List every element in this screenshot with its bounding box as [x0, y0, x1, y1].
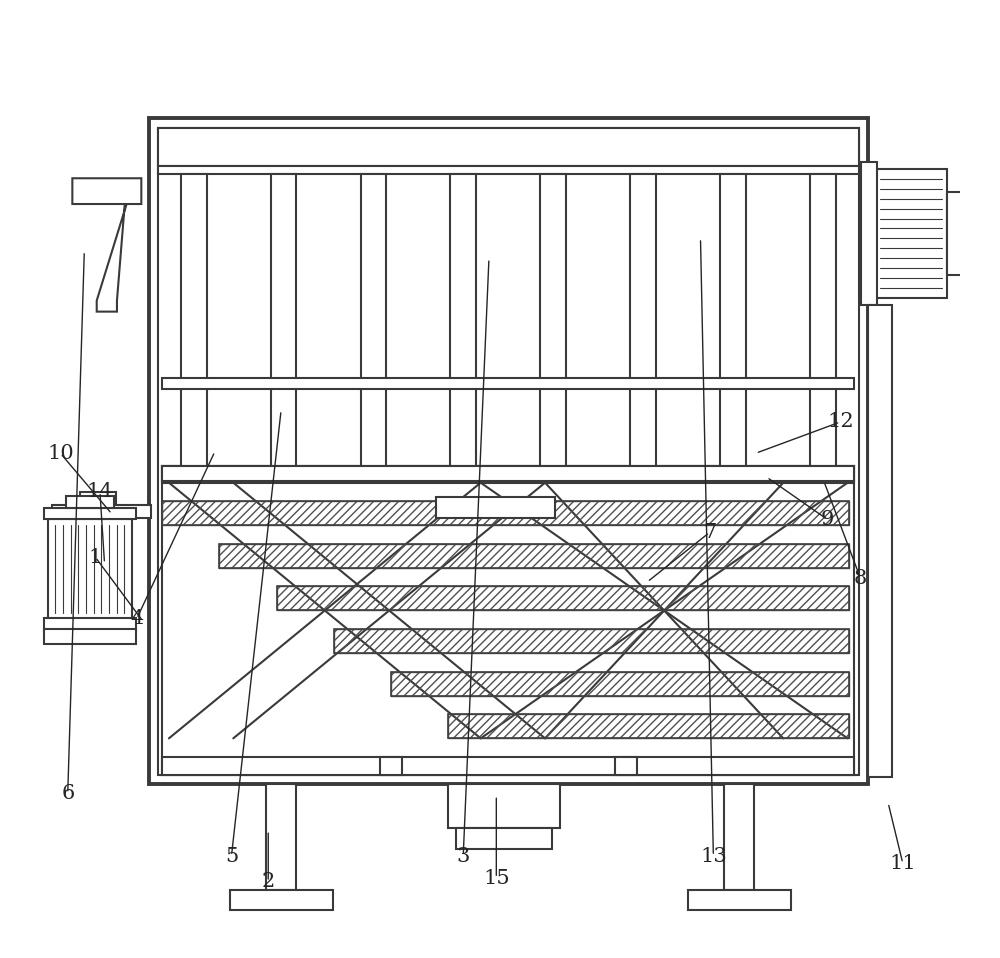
Text: 6: 6 — [61, 784, 74, 803]
Bar — [868, 306, 892, 777]
Bar — [875, 169, 947, 298]
Bar — [219, 544, 849, 568]
Text: 9: 9 — [821, 510, 834, 529]
Bar — [334, 629, 849, 653]
Text: 14: 14 — [87, 483, 113, 501]
Bar — [456, 829, 552, 849]
Bar — [44, 508, 136, 519]
Text: 12: 12 — [827, 413, 854, 431]
Bar — [52, 505, 151, 517]
Bar — [266, 785, 296, 890]
Text: 13: 13 — [700, 847, 727, 866]
Bar — [277, 586, 849, 610]
Bar — [230, 890, 333, 910]
Bar — [44, 618, 136, 630]
Bar — [162, 467, 854, 775]
Bar — [361, 173, 386, 481]
Bar — [162, 501, 849, 525]
Bar — [80, 491, 116, 505]
Bar — [181, 173, 207, 481]
Text: 2: 2 — [262, 873, 275, 891]
Bar — [162, 501, 849, 525]
Text: 4: 4 — [130, 609, 143, 628]
Text: 7: 7 — [703, 523, 716, 542]
Text: 3: 3 — [457, 847, 470, 866]
Bar — [380, 757, 402, 775]
Bar — [44, 628, 136, 644]
Text: 8: 8 — [854, 569, 867, 588]
Bar — [158, 127, 859, 775]
Bar — [964, 204, 975, 262]
Bar — [947, 192, 964, 275]
Bar — [391, 672, 849, 696]
Bar — [724, 785, 754, 890]
Bar — [630, 173, 656, 481]
Bar — [219, 544, 849, 568]
Text: 11: 11 — [889, 854, 916, 873]
Bar — [540, 173, 566, 481]
Bar — [615, 757, 637, 775]
Bar — [688, 890, 791, 910]
Bar — [391, 672, 849, 696]
Text: 10: 10 — [47, 444, 74, 463]
Bar — [334, 629, 849, 653]
Bar — [810, 173, 836, 481]
Bar — [158, 167, 859, 173]
Bar — [448, 785, 560, 829]
Bar — [149, 119, 868, 785]
Bar — [720, 173, 746, 481]
Bar — [450, 173, 476, 481]
Bar — [162, 467, 854, 483]
Bar — [436, 497, 555, 517]
Text: 1: 1 — [89, 548, 102, 567]
Bar — [162, 467, 854, 481]
Bar — [448, 714, 849, 738]
Bar — [277, 586, 849, 610]
Bar — [48, 519, 132, 619]
Bar — [861, 162, 877, 306]
Bar — [162, 757, 854, 775]
Bar — [162, 377, 854, 389]
Bar — [448, 714, 849, 738]
Bar — [158, 127, 859, 167]
Bar — [271, 173, 296, 481]
Text: 5: 5 — [225, 847, 238, 866]
Polygon shape — [72, 178, 141, 311]
Text: 15: 15 — [483, 869, 510, 888]
Bar — [66, 496, 114, 508]
